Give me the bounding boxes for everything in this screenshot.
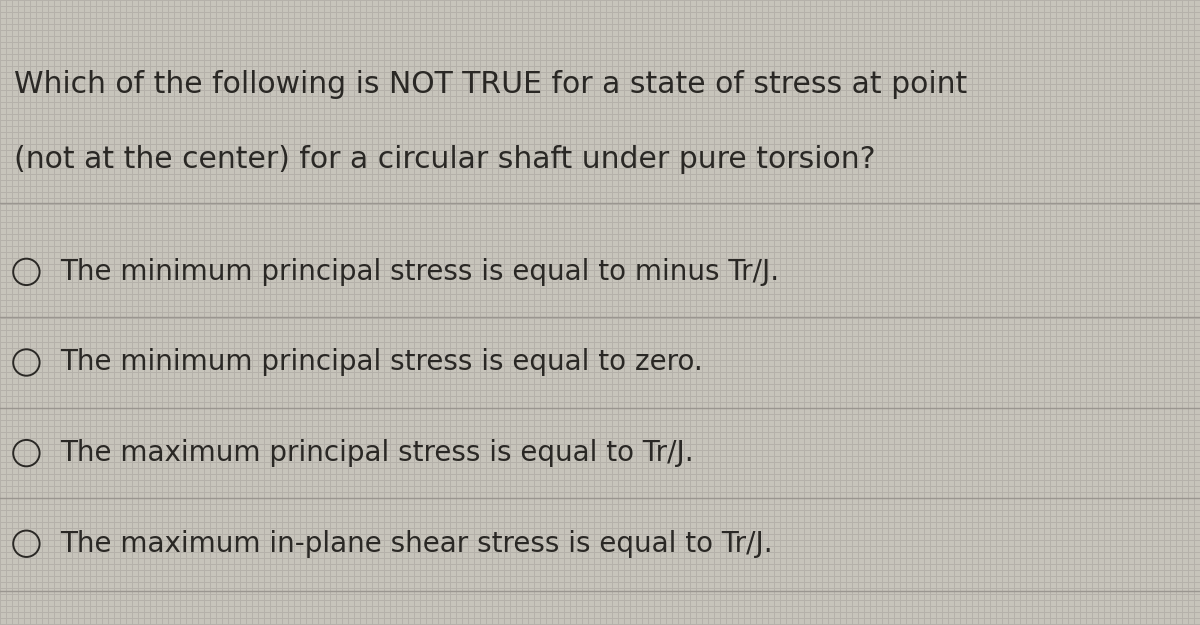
Text: The maximum principal stress is equal to Tr/J.: The maximum principal stress is equal to… [60,439,694,467]
Text: Which of the following is NOT TRUE for a state of stress at point: Which of the following is NOT TRUE for a… [14,70,967,99]
Text: The minimum principal stress is equal to minus Tr/J.: The minimum principal stress is equal to… [60,258,779,286]
Text: The maximum in-plane shear stress is equal to Tr/J.: The maximum in-plane shear stress is equ… [60,530,773,558]
Text: The minimum principal stress is equal to zero.: The minimum principal stress is equal to… [60,349,703,376]
Text: (not at the center) for a circular shaft under pure torsion?: (not at the center) for a circular shaft… [14,145,876,174]
